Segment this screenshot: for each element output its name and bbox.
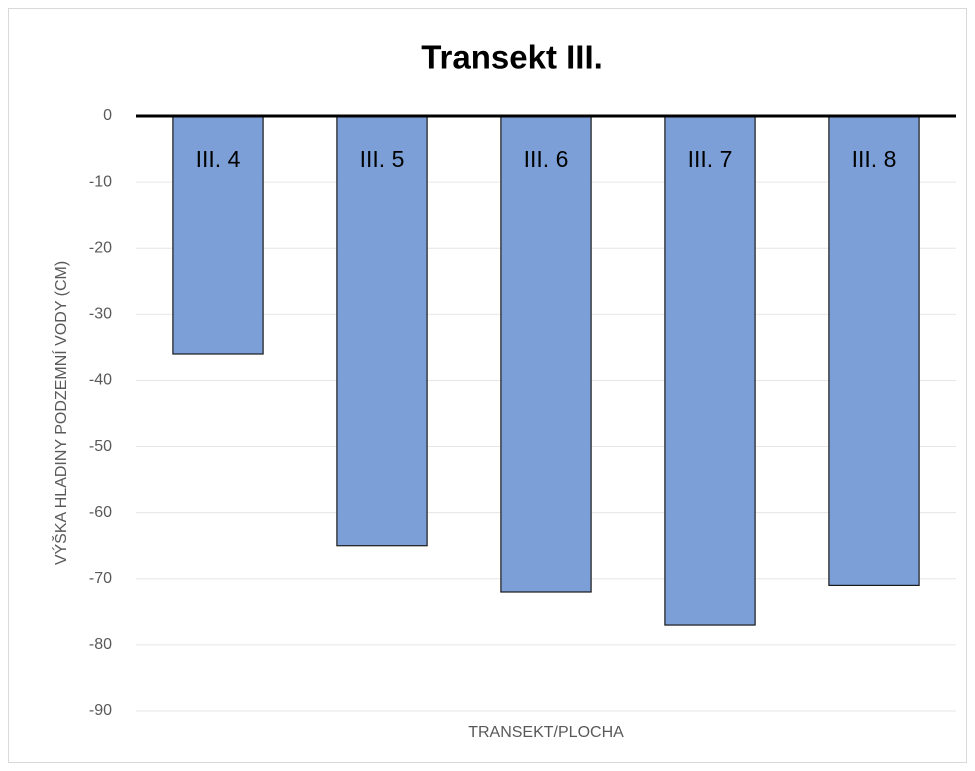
y-tick-label: -70 <box>89 570 112 587</box>
category-label: III. 5 <box>360 146 405 172</box>
y-tick-label: -30 <box>89 306 112 323</box>
category-label: III. 8 <box>852 146 897 172</box>
bar <box>828 115 920 586</box>
chart-border <box>8 8 967 763</box>
y-tick-label: 0 <box>103 107 112 124</box>
category-label: III. 7 <box>688 146 733 172</box>
category-label: III. 6 <box>524 146 569 172</box>
x-axis-label: TRANSEKT/PLOCHA <box>468 724 624 741</box>
y-axis-label: VÝŠKA HLADINY PODZEMNÍ VODY (CM) <box>51 261 70 565</box>
y-tick-label: -90 <box>89 702 112 719</box>
y-tick-label: -50 <box>89 438 112 455</box>
bar <box>500 115 592 593</box>
category-label: III. 4 <box>196 146 241 172</box>
y-tick-label: -40 <box>89 372 112 389</box>
y-tick-label: -60 <box>89 504 112 521</box>
y-tick-label: -80 <box>89 636 112 653</box>
bar <box>336 115 428 547</box>
bar <box>664 115 756 626</box>
y-tick-label: -20 <box>89 239 112 256</box>
y-tick-label: -10 <box>89 173 112 190</box>
chart-title: Transekt III. <box>421 39 603 76</box>
